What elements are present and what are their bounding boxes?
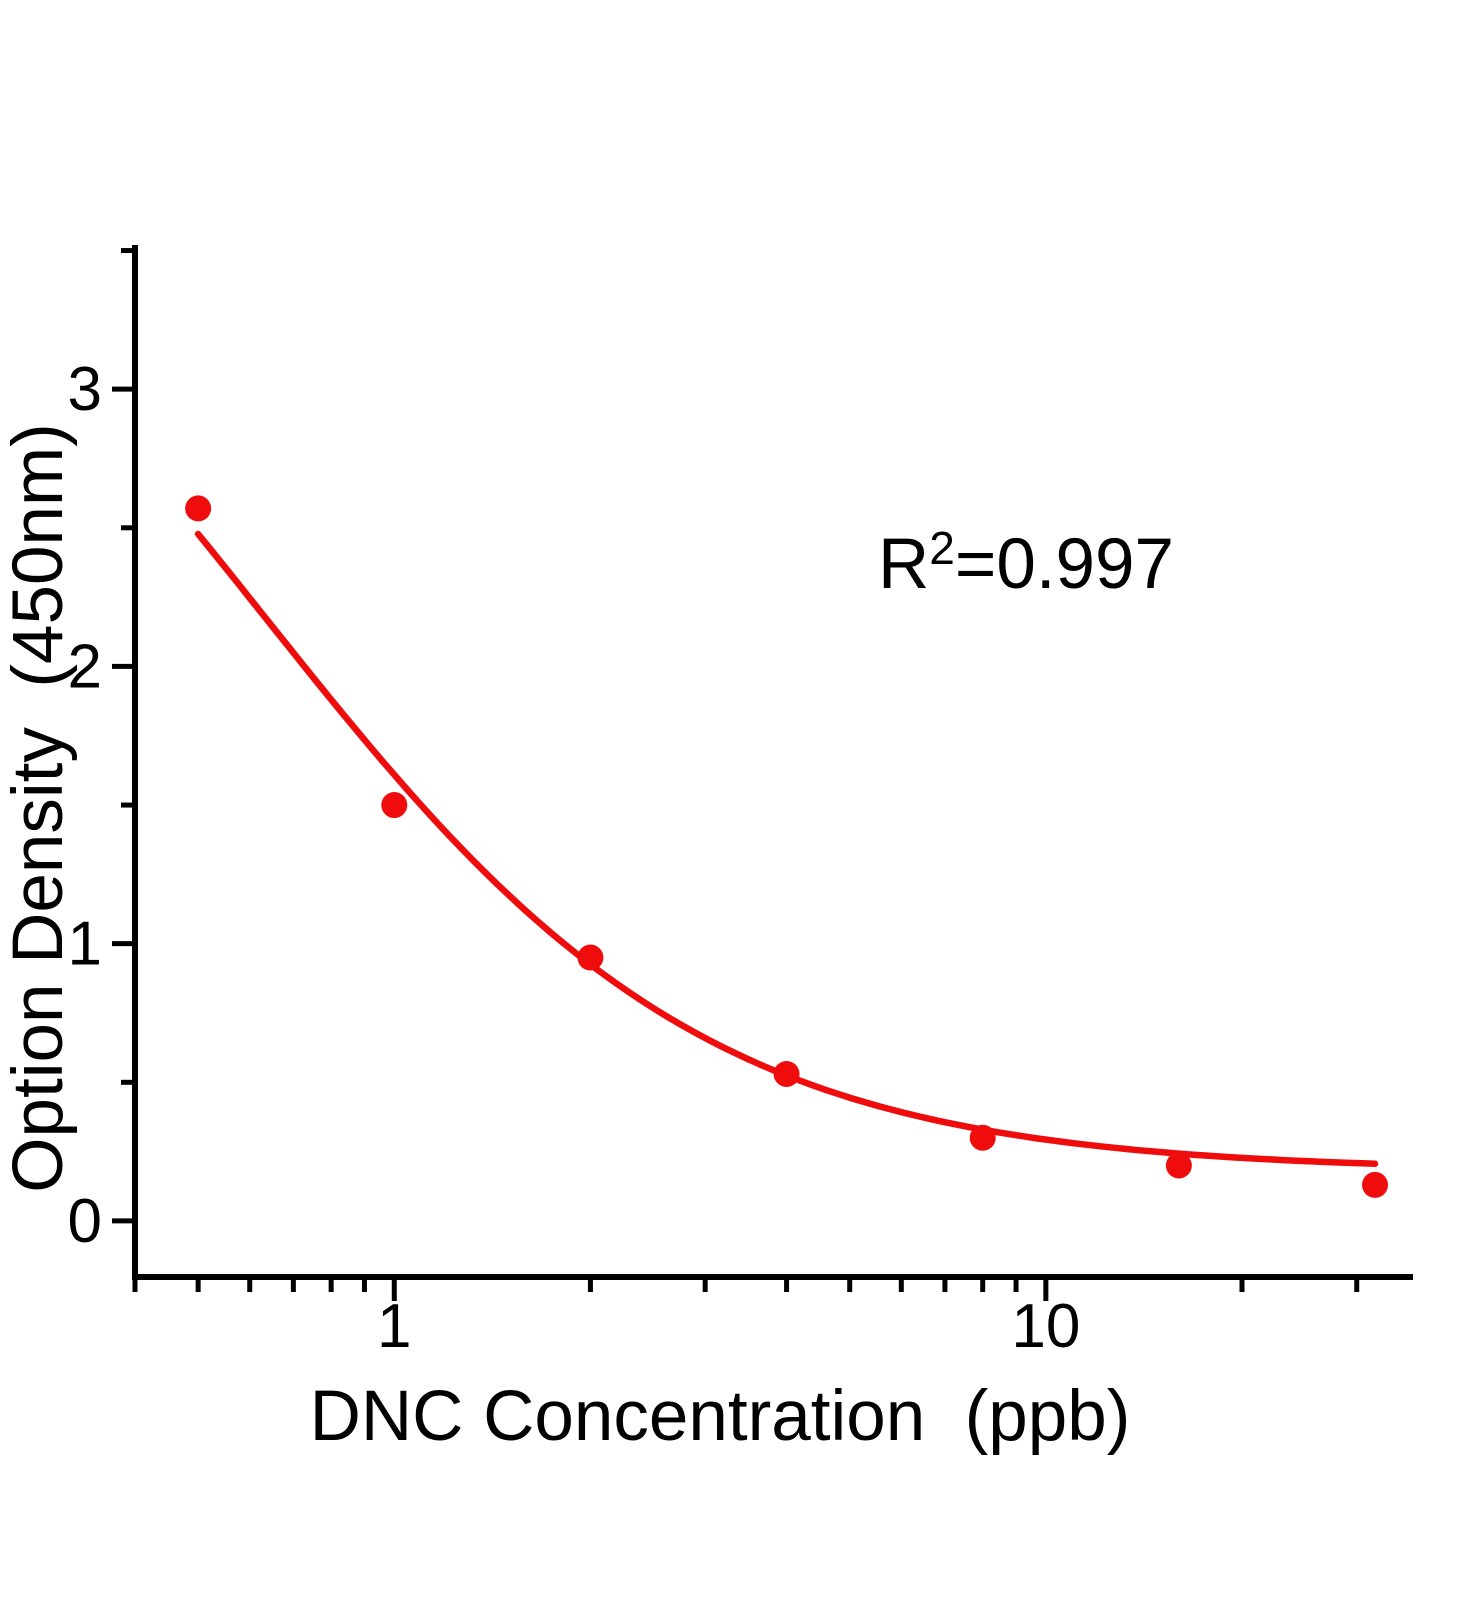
data-point [185, 495, 212, 522]
data-point [1361, 1171, 1388, 1198]
y-tick-label: 0 [68, 1187, 102, 1256]
data-point [1165, 1152, 1192, 1179]
y-tick-label: 1 [68, 910, 102, 979]
y-tick-label: 2 [68, 632, 102, 701]
r-squared-base: R [878, 525, 929, 604]
x-tick-label: 1 [377, 1292, 411, 1361]
data-point [969, 1124, 996, 1151]
data-series-layer [185, 495, 1388, 1198]
r-squared-superscript: 2 [929, 522, 955, 574]
y-tick-label: 3 [68, 355, 102, 424]
y-axis-title: Option Density (450nm) [0, 423, 78, 1193]
axes-layer: 0 1 2 3 1 10 [68, 245, 1413, 1361]
x-tick-label: 10 [1011, 1292, 1080, 1361]
r-squared-annotation: R2=0.997 [878, 522, 1174, 604]
data-point [773, 1060, 800, 1087]
x-axis-title: DNC Concentration (ppb) [310, 1377, 1131, 1456]
data-point [577, 944, 604, 971]
r-squared-value: =0.997 [955, 525, 1174, 604]
data-point [381, 792, 408, 819]
